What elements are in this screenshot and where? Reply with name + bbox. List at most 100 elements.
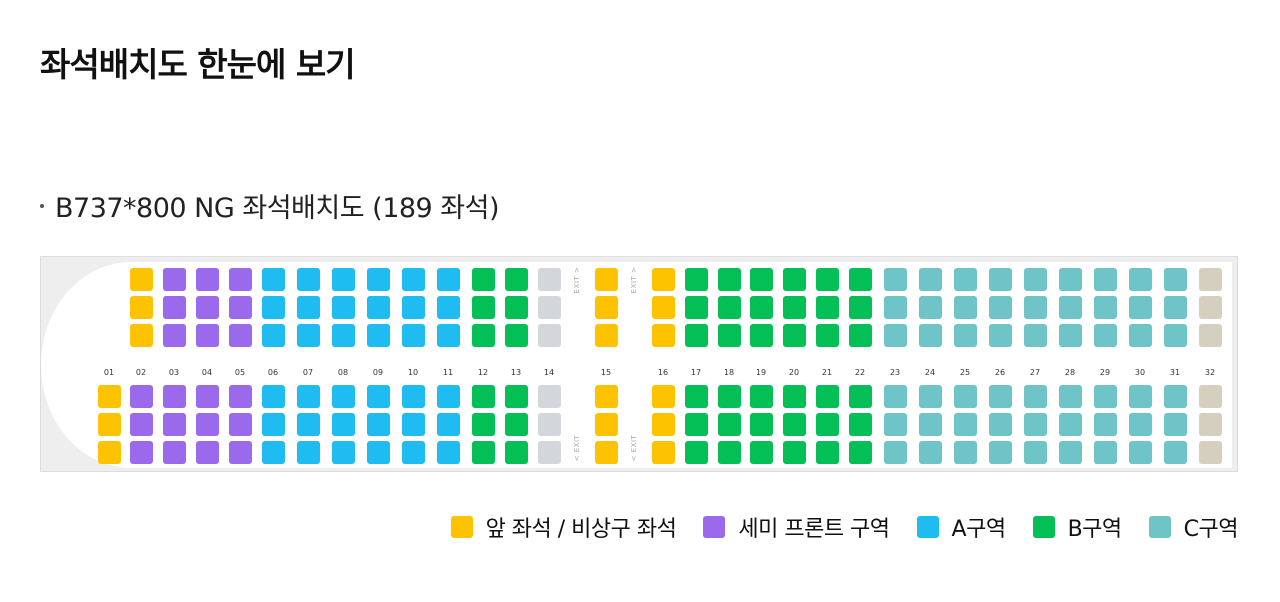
seat-22-lower-2[interactable] [848,413,872,436]
seat-25-upper-1[interactable] [953,268,977,291]
seat-13-lower-3[interactable] [504,441,528,464]
seat-25-lower-2[interactable] [953,413,977,436]
seat-08-upper-2[interactable] [331,296,355,319]
seat-30-upper-1[interactable] [1128,268,1152,291]
seat-29-lower-1[interactable] [1093,385,1117,408]
seat-31-upper-1[interactable] [1163,268,1187,291]
seat-07-upper-2[interactable] [296,296,320,319]
seat-12-upper-1[interactable] [471,268,495,291]
seat-18-upper-1[interactable] [717,268,741,291]
seat-16-upper-1[interactable] [651,268,675,291]
seat-12-upper-3[interactable] [471,324,495,347]
seat-21-lower-1[interactable] [815,385,839,408]
seat-32-lower-2[interactable] [1198,413,1222,436]
seat-28-lower-2[interactable] [1058,413,1082,436]
seat-29-upper-3[interactable] [1093,324,1117,347]
seat-08-upper-1[interactable] [331,268,355,291]
seat-15-upper-2[interactable] [594,296,618,319]
seat-06-upper-3[interactable] [261,324,285,347]
seat-29-upper-2[interactable] [1093,296,1117,319]
seat-30-upper-3[interactable] [1128,324,1152,347]
seat-05-lower-2[interactable] [228,413,252,436]
seat-25-upper-3[interactable] [953,324,977,347]
seat-06-upper-2[interactable] [261,296,285,319]
seat-18-lower-1[interactable] [717,385,741,408]
seat-31-upper-2[interactable] [1163,296,1187,319]
seat-05-upper-2[interactable] [228,296,252,319]
seat-22-upper-2[interactable] [848,296,872,319]
seat-19-upper-1[interactable] [749,268,773,291]
seat-23-lower-3[interactable] [883,441,907,464]
seat-12-upper-2[interactable] [471,296,495,319]
seat-23-upper-3[interactable] [883,324,907,347]
seat-07-lower-3[interactable] [296,441,320,464]
seat-22-upper-1[interactable] [848,268,872,291]
seat-25-lower-3[interactable] [953,441,977,464]
seat-09-lower-3[interactable] [366,441,390,464]
seat-04-lower-3[interactable] [195,441,219,464]
seat-27-upper-1[interactable] [1023,268,1047,291]
seat-02-lower-3[interactable] [129,441,153,464]
seat-21-upper-3[interactable] [815,324,839,347]
seat-09-lower-2[interactable] [366,413,390,436]
seat-02-upper-3[interactable] [129,324,153,347]
seat-27-lower-3[interactable] [1023,441,1047,464]
seat-14-upper-1[interactable] [537,268,561,291]
seat-20-lower-1[interactable] [782,385,806,408]
seat-32-lower-1[interactable] [1198,385,1222,408]
seat-14-lower-2[interactable] [537,413,561,436]
seat-20-lower-2[interactable] [782,413,806,436]
seat-13-upper-3[interactable] [504,324,528,347]
seat-14-lower-1[interactable] [537,385,561,408]
seat-17-lower-1[interactable] [684,385,708,408]
seat-18-lower-3[interactable] [717,441,741,464]
seat-04-upper-1[interactable] [195,268,219,291]
seat-10-upper-3[interactable] [401,324,425,347]
seat-07-upper-1[interactable] [296,268,320,291]
seat-18-lower-2[interactable] [717,413,741,436]
seat-23-upper-2[interactable] [883,296,907,319]
seat-14-upper-2[interactable] [537,296,561,319]
seat-17-upper-1[interactable] [684,268,708,291]
seat-29-lower-3[interactable] [1093,441,1117,464]
seat-04-upper-3[interactable] [195,324,219,347]
seat-26-lower-1[interactable] [988,385,1012,408]
seat-31-lower-2[interactable] [1163,413,1187,436]
seat-11-upper-1[interactable] [436,268,460,291]
seat-11-lower-1[interactable] [436,385,460,408]
seat-28-upper-1[interactable] [1058,268,1082,291]
seat-27-lower-2[interactable] [1023,413,1047,436]
seat-03-upper-2[interactable] [162,296,186,319]
seat-04-upper-2[interactable] [195,296,219,319]
seat-15-upper-3[interactable] [594,324,618,347]
seat-29-upper-1[interactable] [1093,268,1117,291]
seat-06-lower-3[interactable] [261,441,285,464]
seat-22-lower-3[interactable] [848,441,872,464]
seat-28-lower-1[interactable] [1058,385,1082,408]
seat-24-upper-3[interactable] [918,324,942,347]
seat-17-upper-2[interactable] [684,296,708,319]
seat-09-upper-2[interactable] [366,296,390,319]
seat-32-upper-3[interactable] [1198,324,1222,347]
seat-21-lower-2[interactable] [815,413,839,436]
seat-10-lower-3[interactable] [401,441,425,464]
seat-18-upper-2[interactable] [717,296,741,319]
seat-02-upper-1[interactable] [129,268,153,291]
seat-08-lower-2[interactable] [331,413,355,436]
seat-23-lower-1[interactable] [883,385,907,408]
seat-13-upper-2[interactable] [504,296,528,319]
seat-27-lower-1[interactable] [1023,385,1047,408]
seat-24-lower-2[interactable] [918,413,942,436]
seat-28-upper-2[interactable] [1058,296,1082,319]
seat-16-upper-3[interactable] [651,324,675,347]
seat-16-lower-3[interactable] [651,441,675,464]
seat-03-upper-3[interactable] [162,324,186,347]
seat-16-lower-2[interactable] [651,413,675,436]
seat-09-upper-3[interactable] [366,324,390,347]
seat-01-lower-1[interactable] [97,385,121,408]
seat-12-lower-1[interactable] [471,385,495,408]
seat-27-upper-3[interactable] [1023,324,1047,347]
seat-17-lower-2[interactable] [684,413,708,436]
seat-05-lower-1[interactable] [228,385,252,408]
seat-10-lower-1[interactable] [401,385,425,408]
